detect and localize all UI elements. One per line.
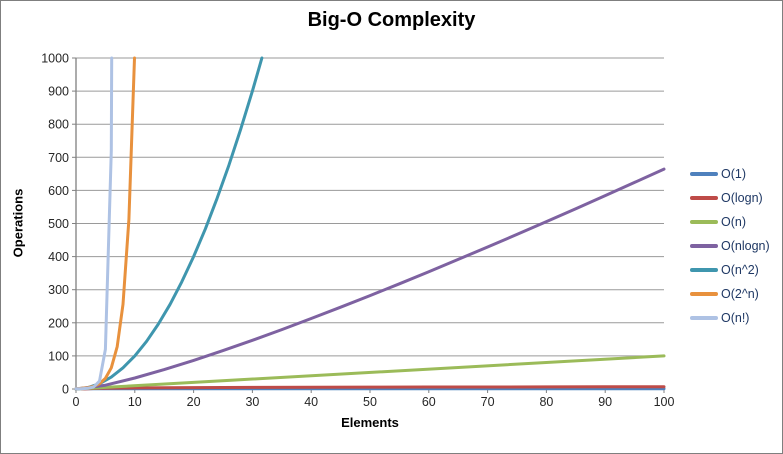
y-tick-label: 200 xyxy=(48,316,69,330)
x-tick-label: 30 xyxy=(245,395,259,409)
legend-label: O(logn) xyxy=(721,191,763,205)
y-tick-label: 1000 xyxy=(41,52,69,66)
y-tick-label: 400 xyxy=(48,250,69,264)
y-tick-label: 500 xyxy=(48,217,69,231)
legend-label: O(n) xyxy=(721,215,746,229)
legend-item-O(2^n)[interactable]: O(2^n) xyxy=(690,282,770,306)
x-tick-label: 0 xyxy=(73,395,80,409)
legend-item-O(n^2)[interactable]: O(n^2) xyxy=(690,258,770,282)
series-line-O(nlogn)[interactable] xyxy=(74,167,666,391)
y-tick-label: 600 xyxy=(48,184,69,198)
legend-label: O(2^n) xyxy=(721,287,759,301)
legend-item-O(logn)[interactable]: O(logn) xyxy=(690,186,770,210)
x-tick-label: 90 xyxy=(598,395,612,409)
legend-marker-icon xyxy=(690,196,718,200)
x-tick-label: 80 xyxy=(539,395,553,409)
chart-title: Big-O Complexity xyxy=(307,9,476,31)
legend-label: O(n!) xyxy=(721,311,750,325)
legend-marker-icon xyxy=(690,220,718,224)
legend-marker-icon xyxy=(690,316,718,320)
legend-marker-icon xyxy=(690,268,718,272)
legend-label: O(n^2) xyxy=(721,263,759,277)
x-tick-label: 50 xyxy=(363,395,377,409)
x-tick-label: 70 xyxy=(481,395,495,409)
series-line-O(n!)[interactable] xyxy=(74,56,114,391)
legend: O(1) O(logn) O(n) O(nlogn) O(n^2) O(2^n) O(n!) xyxy=(690,162,770,330)
legend-item-O(n!)[interactable]: O(n!) xyxy=(690,306,770,330)
x-tick-label: 100 xyxy=(654,395,675,409)
x-tick-label: 20 xyxy=(187,395,201,409)
series-line-O(n)[interactable] xyxy=(74,354,666,391)
y-tick-label: 800 xyxy=(48,118,69,132)
legend-marker-icon xyxy=(690,172,718,176)
y-tick-label: 700 xyxy=(48,151,69,165)
x-axis-title: Elements xyxy=(341,415,399,430)
y-tick-label: 100 xyxy=(48,349,69,363)
y-tick-label: 0 xyxy=(62,383,69,397)
x-tick-label: 60 xyxy=(422,395,436,409)
x-tick-label: 40 xyxy=(304,395,318,409)
y-tick-label: 300 xyxy=(48,283,69,297)
legend-item-O(n)[interactable]: O(n) xyxy=(690,210,770,234)
y-tick-label: 900 xyxy=(48,85,69,99)
legend-item-O(1)[interactable]: O(1) xyxy=(690,162,770,186)
legend-label: O(nlogn) xyxy=(721,239,770,253)
x-tick-label: 10 xyxy=(128,395,142,409)
legend-marker-icon xyxy=(690,244,718,248)
series-line-O(n^2)[interactable] xyxy=(74,56,264,391)
legend-marker-icon xyxy=(690,292,718,296)
legend-label: O(1) xyxy=(721,167,746,181)
legend-item-O(nlogn)[interactable]: O(nlogn) xyxy=(690,234,770,258)
